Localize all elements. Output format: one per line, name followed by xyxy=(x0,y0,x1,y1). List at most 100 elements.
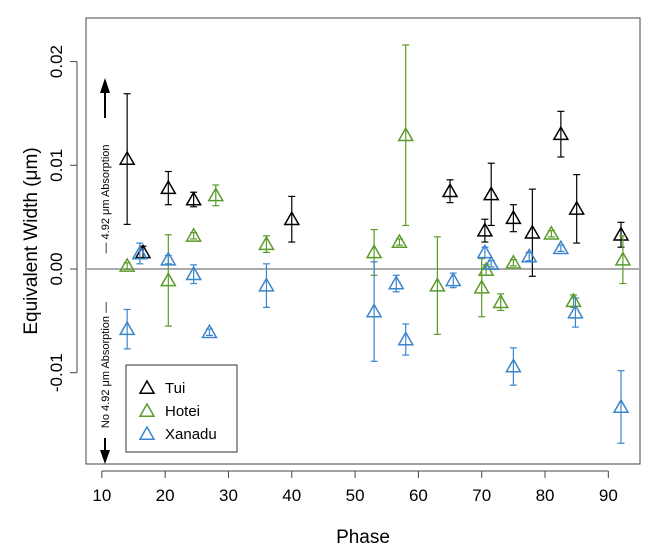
legend: Tui Hotei Xanadu xyxy=(125,364,238,453)
marker-hotei xyxy=(505,254,522,269)
point-tui xyxy=(160,170,177,206)
point-hotei xyxy=(565,292,582,308)
point-xanadu xyxy=(520,248,538,263)
point-hotei xyxy=(258,235,275,254)
y-tick-label: -0.01 xyxy=(47,353,66,392)
point-xanadu xyxy=(567,297,584,328)
point-xanadu xyxy=(482,255,500,270)
marker-hotei xyxy=(118,257,136,272)
x-tick-label: 20 xyxy=(156,486,175,505)
point-tui xyxy=(283,195,301,243)
marker-hotei xyxy=(543,225,560,240)
y-axis: 0.02 0.01 0.00 -0.01 xyxy=(47,45,78,392)
point-tui xyxy=(185,190,202,208)
marker-xanadu xyxy=(476,243,494,259)
point-hotei xyxy=(492,293,510,312)
marker-xanadu xyxy=(505,357,522,373)
point-hotei xyxy=(391,233,408,249)
legend-item-tui: Tui xyxy=(138,379,185,397)
x-tick-label: 70 xyxy=(472,486,491,505)
marker-xanadu xyxy=(552,239,570,255)
legend-label-xanadu: Xanadu xyxy=(165,426,217,443)
marker-hotei xyxy=(365,243,383,259)
series-hotei xyxy=(118,44,632,335)
point-xanadu xyxy=(444,271,462,289)
point-tui xyxy=(118,93,136,226)
point-hotei xyxy=(429,236,446,335)
marker-hotei xyxy=(391,233,408,249)
marker-hotei xyxy=(207,186,225,202)
marker-xanadu xyxy=(365,303,383,318)
marker-tui xyxy=(552,125,570,141)
legend-marker-tui xyxy=(138,379,156,394)
marker-tui xyxy=(441,182,459,198)
legend-label-tui: Tui xyxy=(165,380,185,397)
marker-xanadu xyxy=(520,248,538,263)
marker-tui xyxy=(185,190,202,206)
point-xanadu xyxy=(552,239,570,255)
data-points xyxy=(118,44,632,444)
down-arrow-icon xyxy=(100,450,110,464)
x-tick-label: 60 xyxy=(409,486,428,505)
point-hotei xyxy=(207,184,225,207)
marker-xanadu xyxy=(612,398,630,413)
point-hotei xyxy=(397,44,415,227)
point-hotei xyxy=(543,225,560,240)
absorption-annotation: — 4.92 μm Absorption No 4.92 μm Absorpti… xyxy=(100,78,112,464)
x-axis-label: Phase xyxy=(336,527,390,548)
point-hotei xyxy=(505,254,522,269)
marker-tui xyxy=(612,226,630,241)
marker-xanadu xyxy=(567,304,584,319)
plot-frame xyxy=(85,17,641,465)
point-xanadu xyxy=(612,370,630,444)
marker-hotei xyxy=(492,293,510,309)
point-xanadu xyxy=(185,264,202,285)
point-tui xyxy=(552,110,570,158)
marker-hotei xyxy=(258,235,275,251)
point-xanadu xyxy=(365,261,383,362)
marker-hotei xyxy=(565,292,582,308)
point-tui xyxy=(441,179,459,204)
legend-marker-xanadu xyxy=(138,425,156,440)
point-xanadu xyxy=(118,308,136,350)
marker-tui xyxy=(568,200,585,215)
point-xanadu xyxy=(387,274,405,293)
marker-hotei xyxy=(473,279,491,294)
x-tick-label: 30 xyxy=(219,486,238,505)
x-tick-label: 90 xyxy=(599,486,618,505)
y-tick-label: 0.00 xyxy=(47,252,66,285)
point-hotei xyxy=(118,257,136,272)
point-xanadu xyxy=(258,263,275,308)
point-tui xyxy=(524,188,541,277)
marker-hotei xyxy=(160,271,177,287)
marker-xanadu xyxy=(201,323,218,339)
point-xanadu xyxy=(160,251,177,266)
marker-tui xyxy=(160,179,177,195)
marker-hotei xyxy=(614,251,632,266)
legend-marker-hotei xyxy=(138,402,156,417)
marker-xanadu xyxy=(118,320,136,336)
marker-tui xyxy=(283,210,301,226)
marker-tui xyxy=(524,224,541,239)
point-tui xyxy=(476,218,494,243)
marker-xanadu xyxy=(387,275,405,290)
point-xanadu xyxy=(131,242,149,265)
y-tick-label: 0.02 xyxy=(47,45,66,78)
marker-hotei xyxy=(185,227,202,242)
point-hotei xyxy=(473,258,491,318)
marker-tui xyxy=(118,150,136,166)
y-tick-label: 0.01 xyxy=(47,149,66,182)
marker-xanadu xyxy=(444,271,462,287)
marker-xanadu xyxy=(397,331,415,346)
x-tick-label: 10 xyxy=(92,486,111,505)
point-xanadu xyxy=(397,323,415,356)
marker-tui xyxy=(482,185,500,201)
x-tick-label: 50 xyxy=(346,486,365,505)
x-tick-label: 80 xyxy=(536,486,555,505)
point-tui xyxy=(482,162,500,227)
point-hotei xyxy=(160,234,177,327)
marker-hotei xyxy=(397,126,415,142)
marker-xanadu xyxy=(258,277,275,292)
point-xanadu xyxy=(476,243,494,259)
